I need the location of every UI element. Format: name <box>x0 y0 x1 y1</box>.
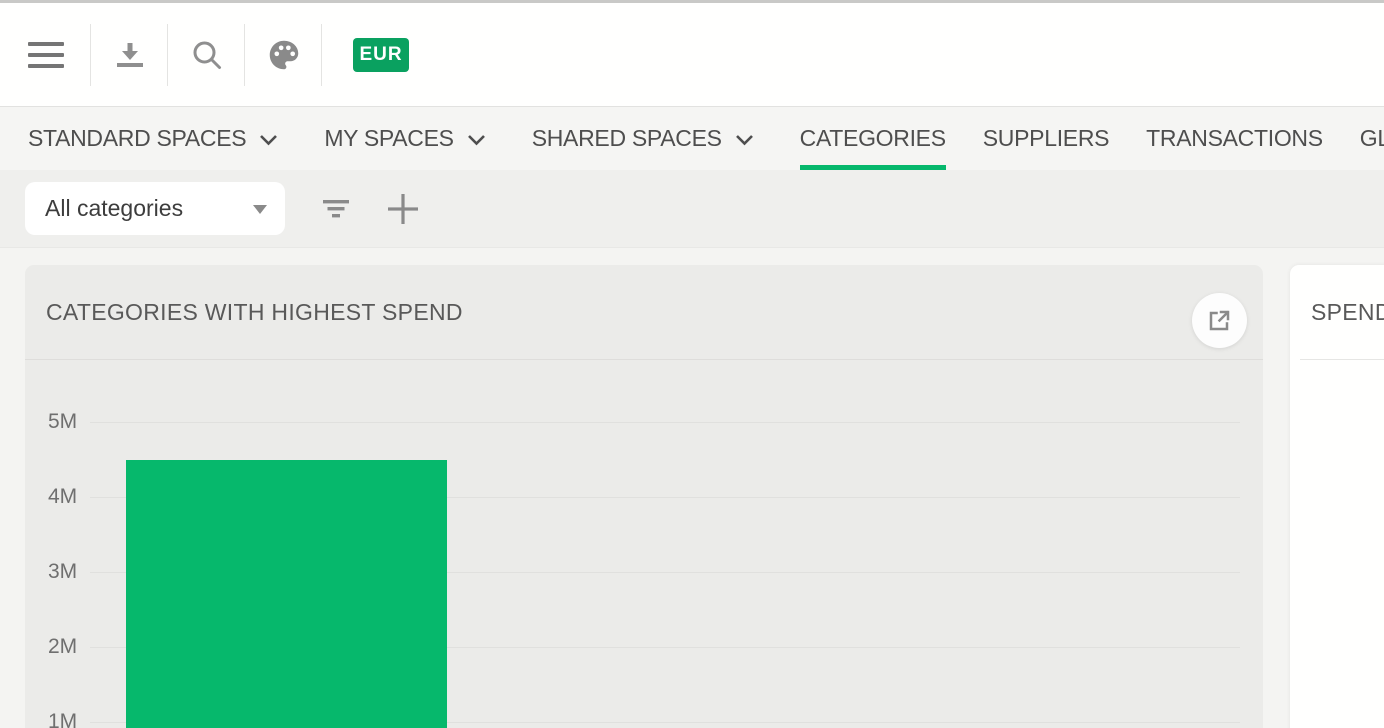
search-icon <box>193 41 221 69</box>
spend-card: SPEND <box>1290 265 1384 728</box>
y-tick-label: 3M <box>48 560 78 583</box>
category-filter-dropdown[interactable]: All categories <box>25 182 285 235</box>
tab-label: TRANSACTIONS <box>1146 125 1323 151</box>
bar-chart: 5M 4M 3M 2M 1M <box>25 359 1263 728</box>
y-tick-label: 5M <box>48 410 78 433</box>
add-icon <box>388 193 418 224</box>
category-filter-value: All categories <box>45 195 184 221</box>
tab-transactions[interactable]: TRANSACTIONS <box>1146 107 1323 170</box>
y-tick-label: 1M <box>48 710 78 728</box>
dropdown-caret-icon <box>253 204 267 214</box>
filter-bar: All categories <box>0 170 1384 248</box>
gridline <box>90 647 1240 648</box>
theme-button[interactable] <box>245 3 322 106</box>
dashboard-area: CATEGORIES WITH HIGHEST SPEND 5M 4M 3M 2M 1M… <box>0 248 1384 728</box>
tab-gl-accounts[interactable]: GL ACCOUNTS <box>1360 107 1384 170</box>
tab-label: SUPPLIERS <box>982 125 1110 151</box>
chevron-down-icon <box>467 135 485 146</box>
tab-my-spaces[interactable]: MY SPACES <box>324 107 485 170</box>
download-button[interactable] <box>91 3 168 106</box>
tab-standard-spaces[interactable]: STANDARD SPACES <box>28 107 278 170</box>
header-divider <box>1300 359 1384 360</box>
download-icon <box>116 42 143 67</box>
expand-icon <box>1209 310 1230 331</box>
menu-button[interactable] <box>0 3 91 106</box>
filter-icon <box>323 199 349 217</box>
search-button[interactable] <box>168 3 245 106</box>
chevron-down-icon <box>260 135 278 146</box>
expand-card-button[interactable] <box>1192 293 1247 348</box>
highest-spend-card: CATEGORIES WITH HIGHEST SPEND 5M 4M 3M 2M 1M <box>25 265 1263 728</box>
tab-label: STANDARD SPACES <box>28 125 247 151</box>
tab-shared-spaces[interactable]: SHARED SPACES <box>532 107 754 170</box>
tab-label: MY SPACES <box>324 125 454 151</box>
toolbar: EUR <box>0 3 1384 106</box>
gridline <box>90 722 1240 723</box>
palette-icon <box>269 40 298 69</box>
tab-suppliers[interactable]: SUPPLIERS <box>982 107 1110 170</box>
card-header: SPEND <box>1290 265 1384 359</box>
gridline <box>90 422 1240 423</box>
window-top-strip <box>0 0 1384 3</box>
tab-label: GL ACCOUNTS <box>1359 125 1384 151</box>
tab-categories[interactable]: CATEGORIES <box>799 107 946 170</box>
card-header: CATEGORIES WITH HIGHEST SPEND <box>25 265 1263 359</box>
currency-badge[interactable]: EUR <box>353 37 409 72</box>
y-tick-label: 2M <box>48 635 78 658</box>
filter-button[interactable] <box>321 196 351 222</box>
gridline <box>90 497 1240 498</box>
menu-icon <box>27 35 64 75</box>
nav-tab-bar: STANDARD SPACES MY SPACES SHARED SPACES … <box>0 106 1384 170</box>
tab-label: CATEGORIES <box>799 125 946 151</box>
header-divider <box>25 359 1263 360</box>
gridline <box>90 572 1240 573</box>
add-widget-button[interactable] <box>387 193 419 225</box>
card-title: SPEND <box>1311 299 1384 325</box>
y-tick-label: 4M <box>48 485 78 508</box>
card-title: CATEGORIES WITH HIGHEST SPEND <box>46 299 463 325</box>
tab-label: SHARED SPACES <box>531 125 722 151</box>
chevron-down-icon <box>735 135 753 146</box>
bar-1[interactable] <box>126 459 447 728</box>
